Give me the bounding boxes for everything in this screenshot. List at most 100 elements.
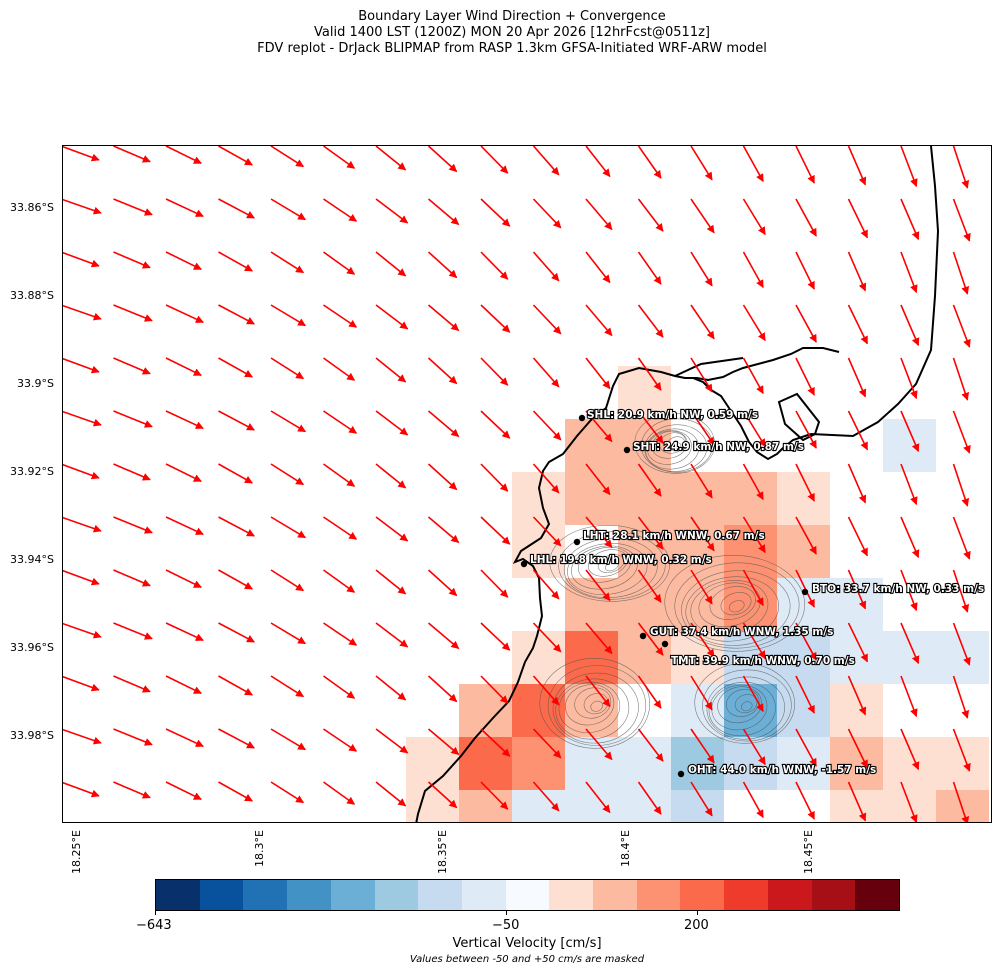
wind-arrow [900, 251, 918, 294]
wind-arrow [480, 675, 509, 704]
lat-label: 33.86°S [10, 201, 54, 214]
station-dot [623, 446, 631, 454]
velocity-cell [671, 472, 724, 525]
terrain-contour [674, 562, 800, 649]
wind-arrow [323, 463, 356, 487]
wind-arrow [637, 198, 664, 232]
wind-arrow [585, 675, 611, 708]
wind-arrow [113, 781, 151, 799]
terrain-contour [539, 658, 651, 749]
wind-arrow [900, 569, 918, 612]
terrain-contour [709, 586, 756, 620]
wind-arrow [113, 675, 151, 693]
velocity-cell [459, 737, 512, 790]
terrain-contour [725, 689, 760, 717]
wind-arrow [165, 410, 204, 430]
wind-arrow [952, 516, 971, 560]
velocity-cell [512, 790, 565, 822]
wind-arrow [952, 304, 971, 348]
wind-arrow [847, 675, 867, 716]
wind-arrow [585, 622, 613, 655]
wind-arrow [323, 146, 356, 169]
wind-arrow [585, 728, 613, 761]
station-dot [801, 588, 809, 596]
velocity-cell [883, 790, 936, 822]
velocity-cell [671, 525, 724, 578]
wind-arrow [63, 304, 102, 321]
wind-arrow [847, 569, 867, 610]
map-canvas[interactable]: SHL: 20.9 km/h NW, 0.59 m/s SHT: 24.9 km/… [63, 146, 992, 823]
wind-arrow [690, 516, 715, 552]
map-panel[interactable]: SHL: 20.9 km/h NW, 0.59 m/s SHT: 24.9 km/… [62, 145, 992, 823]
wind-arrow [480, 410, 511, 439]
terrain-contour [685, 576, 780, 642]
wind-arrow [270, 728, 307, 751]
velocity-cell [777, 525, 830, 578]
wind-arrow [637, 410, 664, 444]
wind-arrow [952, 146, 970, 189]
wind-arrow [270, 622, 307, 645]
wind-arrow [63, 728, 102, 745]
wind-arrow [637, 675, 662, 709]
lon-label: 18.45°E [802, 830, 815, 874]
terrain-contour [587, 549, 628, 577]
station-dot [661, 640, 669, 648]
wind-arrow [847, 622, 869, 663]
velocity-cell [724, 737, 777, 790]
wind-arrow [847, 251, 867, 292]
wind-arrow [952, 410, 971, 454]
colorbar-segment [330, 880, 375, 910]
velocity-cell [830, 684, 883, 737]
wind-arrow [270, 198, 307, 221]
wind-arrow [375, 516, 409, 542]
wind-arrow [690, 569, 713, 605]
wind-arrow [585, 198, 613, 231]
wind-arrow [795, 569, 815, 608]
wind-arrow [63, 251, 100, 268]
wind-arrow [952, 357, 970, 401]
wind-arrow [795, 410, 817, 449]
velocity-cell [406, 790, 459, 822]
wind-arrow [795, 357, 815, 396]
station-dot [578, 414, 586, 422]
wind-arrow [532, 781, 560, 812]
velocity-cell [512, 737, 565, 790]
colorbar-segment [418, 880, 462, 910]
wind-arrow [375, 622, 409, 648]
wind-arrow [323, 304, 358, 328]
wind-arrow [427, 146, 458, 173]
wind-arrow [690, 251, 713, 287]
colorbar-tick-mark [155, 911, 156, 915]
wind-arrow [427, 463, 458, 491]
terrain-contour [646, 430, 692, 465]
station-label: SHL: 20.9 km/h NW, 0.59 m/s [587, 409, 758, 421]
velocity-cell [618, 472, 671, 525]
wind-arrow [795, 304, 817, 343]
wind-arrow [637, 728, 664, 762]
terrain-contour [597, 554, 625, 574]
wind-arrow [63, 516, 102, 533]
wind-arrow [900, 304, 920, 347]
wind-arrow [637, 304, 664, 338]
wind-arrow [427, 304, 460, 332]
velocity-cell [618, 366, 671, 419]
wind-arrow [63, 463, 100, 480]
wind-arrow [480, 781, 509, 810]
wind-arrow [427, 516, 460, 544]
colorbar-note: Values between -50 and +50 cm/s are mask… [409, 954, 645, 965]
wind-arrow [218, 304, 255, 325]
velocity-cell [618, 790, 671, 822]
wind-arrow [427, 569, 458, 597]
wind-arrow [375, 357, 407, 383]
wind-arrow [323, 357, 356, 381]
terrain-contour [563, 538, 658, 599]
wind-arrow [375, 675, 407, 701]
wind-arrow [637, 622, 664, 656]
wind-arrow [323, 622, 358, 646]
wind-arrow [270, 781, 305, 804]
wind-arrow [270, 675, 305, 698]
lon-label: 18.35°E [436, 830, 449, 874]
velocity-cell [671, 578, 724, 631]
wind-arrow [427, 781, 458, 809]
wind-arrow [113, 304, 153, 322]
